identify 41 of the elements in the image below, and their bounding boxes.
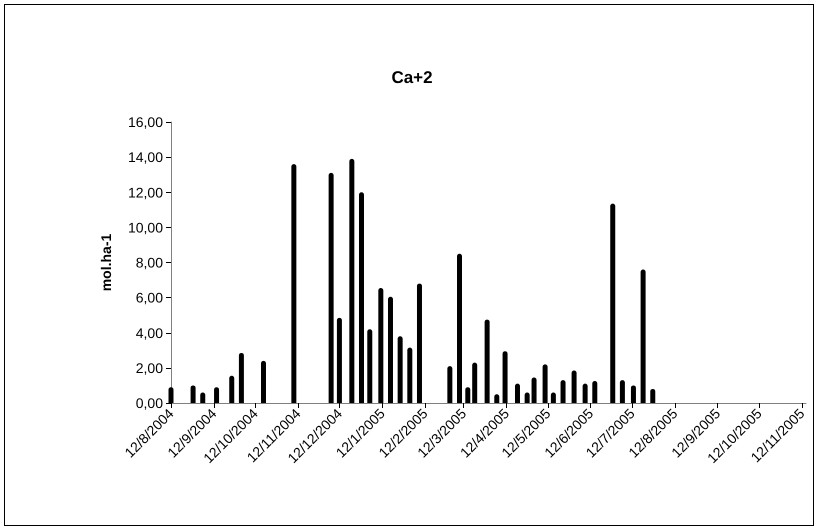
- bar: [572, 370, 577, 403]
- bar: [650, 388, 656, 403]
- bar: [582, 384, 588, 403]
- bar: [620, 380, 625, 403]
- bar: [542, 364, 548, 403]
- bar: [447, 366, 452, 403]
- bar: [560, 380, 566, 403]
- y-axis-title: mol.ha-1: [98, 234, 114, 292]
- y-tick-label: 12,00: [128, 184, 164, 200]
- bar: [238, 352, 244, 403]
- bar: [416, 284, 422, 403]
- bar: [457, 254, 462, 403]
- bar: [407, 348, 412, 403]
- bar: [291, 164, 296, 403]
- bar: [640, 270, 646, 403]
- bar: [398, 336, 403, 403]
- y-tick-label: 0,00: [136, 395, 164, 411]
- bar: [190, 385, 196, 403]
- bar: [367, 329, 372, 403]
- bar: [260, 360, 266, 403]
- y-tick-label: 14,00: [128, 149, 164, 166]
- bar: [388, 296, 393, 403]
- y-tick-label: 8,00: [136, 254, 164, 270]
- bar: [592, 381, 598, 403]
- bar: [359, 192, 364, 403]
- bar: [532, 378, 537, 403]
- bar: [349, 158, 354, 403]
- chart-title: Ca+2: [391, 68, 433, 87]
- bar: [514, 384, 520, 403]
- bar: [200, 392, 206, 403]
- bar: [524, 392, 530, 403]
- y-tick-label: 10,00: [128, 219, 164, 236]
- y-tick-label: 16,00: [128, 114, 164, 130]
- bar: [229, 376, 234, 403]
- bar: [484, 320, 490, 403]
- y-tick-label: 6,00: [136, 290, 164, 306]
- y-tick-label: 2,00: [136, 360, 164, 376]
- bar: [610, 204, 616, 403]
- bar: [328, 172, 334, 403]
- bar: [550, 392, 556, 403]
- y-tick-label: 4,00: [136, 324, 164, 341]
